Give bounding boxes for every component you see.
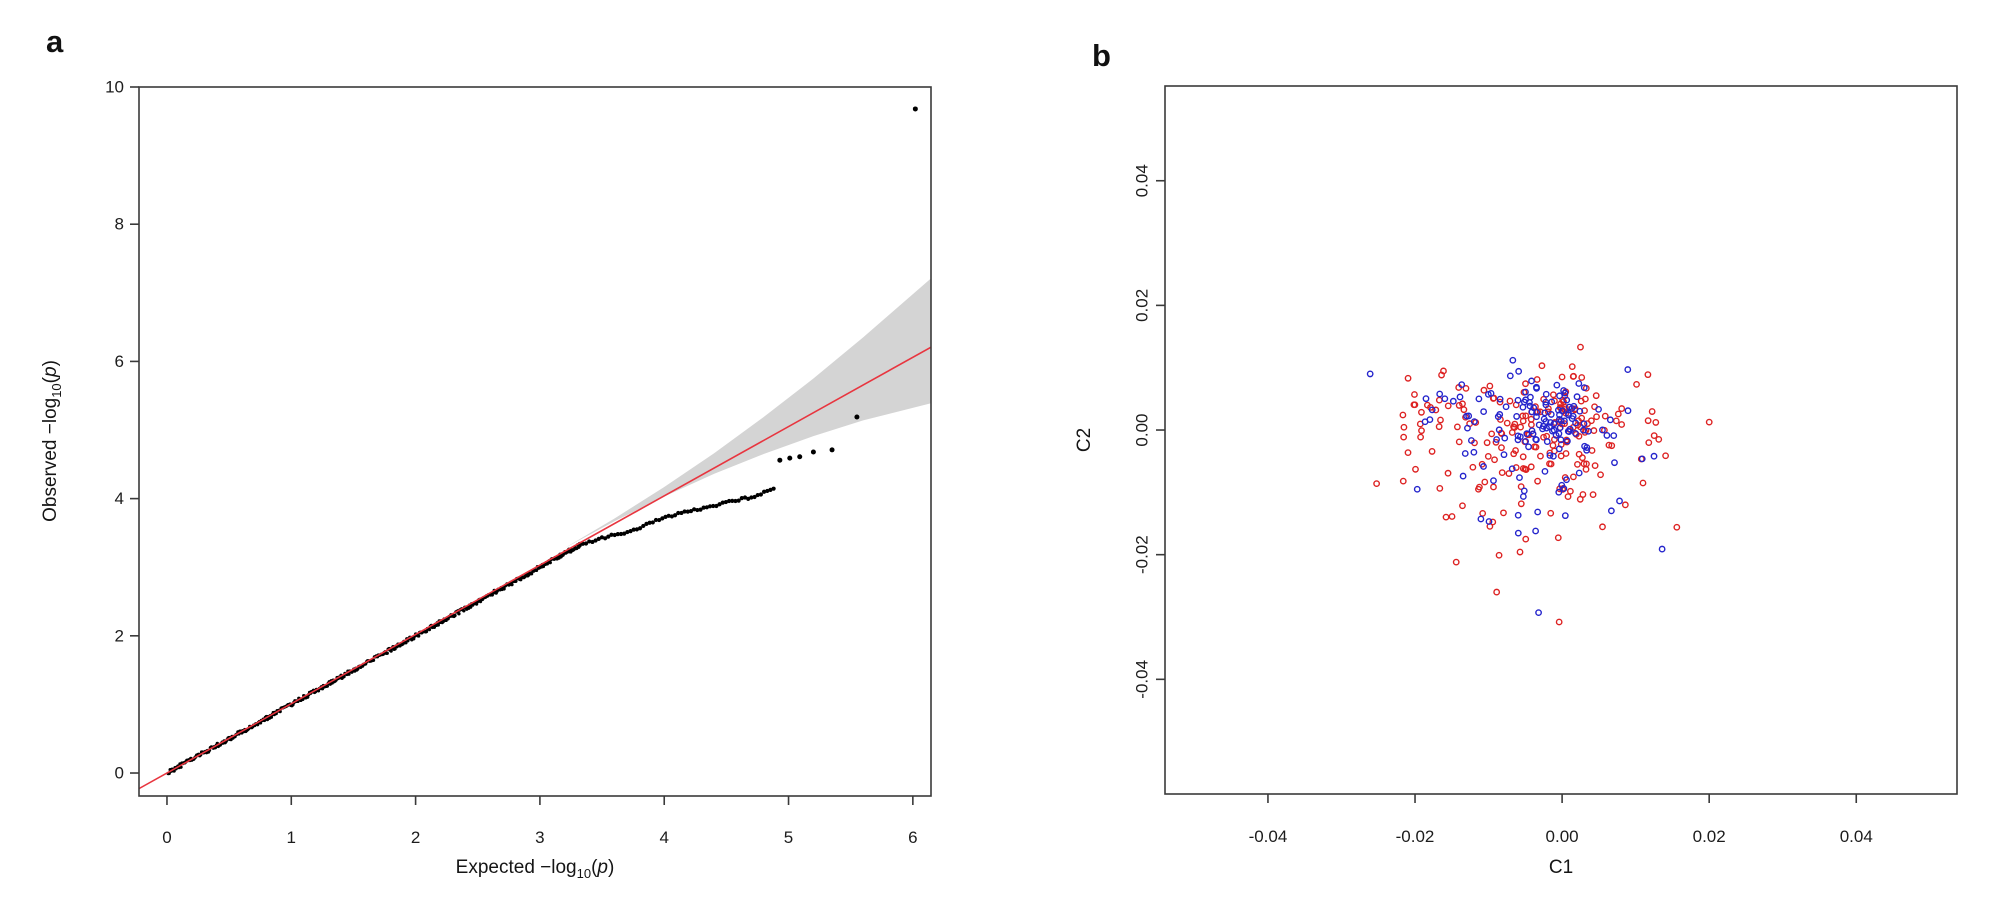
panel-b-x-tick-label: -0.02 — [1396, 827, 1435, 846]
scatter-outlier-point — [1509, 356, 1517, 364]
panel-a-y-tick-label: 8 — [115, 215, 124, 234]
panel-a-plot-area — [139, 106, 931, 790]
panel-a-x-tick-label: 5 — [784, 828, 793, 847]
qq-confidence-band — [564, 278, 931, 549]
scatter-outlier-point — [1639, 479, 1647, 487]
panel-a-y-tick-label: 2 — [115, 626, 124, 645]
panel-a-y-tick-label: 6 — [115, 352, 124, 371]
axis-title-text: Expected −log — [455, 857, 577, 878]
panel-a-y-tick-label: 4 — [115, 489, 124, 508]
panel-b-y-tick-label: 0.02 — [1133, 289, 1152, 322]
panel-a-x-tick-label: 0 — [162, 828, 171, 847]
axis-title-paren: ) — [40, 360, 62, 367]
qq-tail-point — [810, 449, 816, 455]
panel-b-x-tick-label: 0.00 — [1546, 827, 1579, 846]
panel-a-y-axis-title: Observed −log10(p) — [40, 360, 64, 522]
panel-b-x-tick-label: 0.02 — [1693, 827, 1726, 846]
qq-tail-point — [797, 454, 803, 460]
panel-a-axes: 0 1 2 3 4 5 6 0 2 4 6 8 10 — [105, 78, 932, 847]
scatter-outlier-point — [1658, 545, 1666, 553]
panel-b-y-tick-label: -0.02 — [1133, 535, 1152, 574]
scatter-outlier-point — [1452, 558, 1460, 566]
panel-a-letter: a — [46, 24, 64, 59]
qq-tail-point — [854, 414, 860, 420]
panel-b-y-tick-label: 0.00 — [1133, 413, 1152, 446]
axis-title-paren: ( — [591, 857, 598, 878]
scatter-outlier-point — [1493, 588, 1501, 596]
axis-title-paren: ( — [40, 377, 62, 384]
panel-b-y-tick-label: -0.04 — [1133, 660, 1152, 699]
scatter-outlier-point — [1621, 501, 1629, 509]
panel-b-x-tick-label: 0.04 — [1840, 827, 1873, 846]
qq-tail-point — [829, 447, 835, 453]
panel-b-x-tick-label: -0.04 — [1249, 827, 1288, 846]
axis-title-subscript: 10 — [576, 865, 592, 881]
panel-a-y-tick-label: 0 — [115, 764, 124, 783]
scatter-outlier-point — [1673, 523, 1681, 531]
scatter-series-red-group — [1373, 343, 1713, 626]
panel-a-x-tick-label: 6 — [908, 828, 917, 847]
qq-tail-point — [777, 457, 783, 463]
panel-b-axes: -0.04 -0.02 0.00 0.02 0.04 0.04 0.02 0.00 -0.02 -… — [1133, 85, 1958, 846]
panel-a-x-tick-label: 1 — [287, 828, 296, 847]
panel-a-x-tick-label: 4 — [659, 828, 668, 847]
panel-b-y-tick-label: 0.04 — [1133, 164, 1152, 197]
scatter-series-blue-group — [1366, 356, 1666, 617]
axis-title-variable: p — [597, 857, 608, 878]
panel-b-plot-area — [1366, 343, 1713, 626]
panel-b-letter: b — [1092, 38, 1111, 73]
scatter-outlier-point — [1650, 452, 1658, 460]
panel-b-y-axis-title: C2 — [1074, 427, 1095, 453]
panel-a-frame — [138, 86, 932, 797]
panel-a-y-tick-label: 10 — [105, 78, 124, 97]
scatter-outlier-point — [1577, 343, 1584, 351]
panel-a-x-axis-title: Expected −log10(p) — [456, 857, 615, 881]
scatter-outlier-point — [1399, 477, 1407, 485]
axis-title-text: Observed −log — [40, 397, 62, 522]
scatter-outlier-point — [1413, 485, 1421, 493]
axis-title-paren: ) — [608, 857, 615, 878]
qq-tail-point — [787, 455, 793, 461]
axis-title-subscript: 10 — [48, 383, 64, 398]
scatter-outlier-point — [1555, 618, 1563, 626]
panel-a-x-tick-label: 2 — [411, 828, 420, 847]
panel-b-x-axis-title: C1 — [1548, 857, 1574, 878]
panel-b-frame — [1164, 85, 1958, 795]
axis-title-variable: p — [40, 366, 62, 377]
qq-points — [166, 106, 918, 776]
qq-tail-point — [912, 106, 918, 112]
scatter-outlier-point — [1366, 370, 1374, 378]
qq-reference-line — [139, 346, 931, 790]
scatter-outlier-point — [1535, 609, 1542, 617]
panel-a-x-tick-label: 3 — [535, 828, 544, 847]
